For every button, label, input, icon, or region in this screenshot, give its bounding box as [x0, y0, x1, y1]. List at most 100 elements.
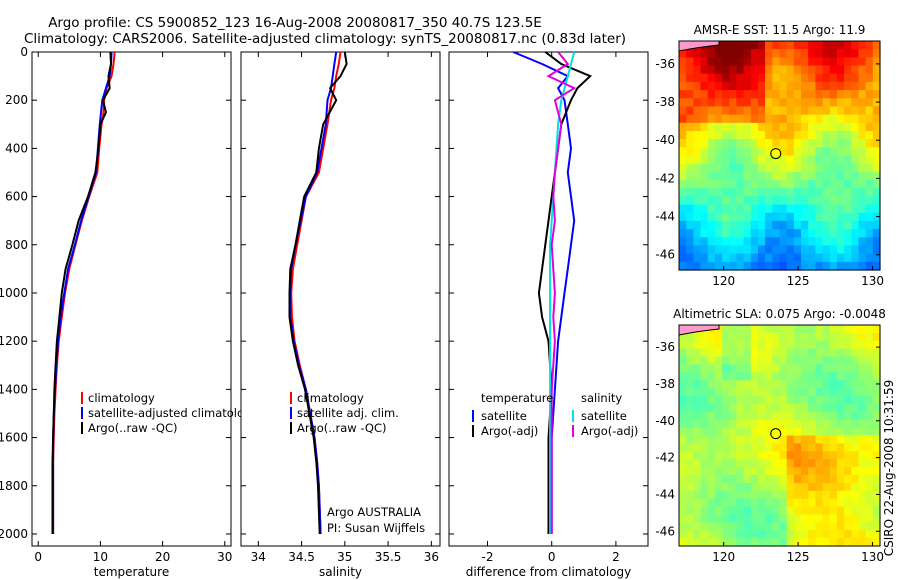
map-cell: [729, 340, 738, 350]
map-cell: [700, 332, 709, 342]
map-cell: [808, 372, 816, 381]
y-tick-label: 200: [5, 93, 28, 107]
map-cell: [858, 163, 867, 173]
map-cell: [714, 122, 723, 132]
map-cell: [865, 427, 874, 437]
series-line-3: [288, 51, 348, 535]
map-cell: [829, 212, 838, 222]
map-cell: [829, 372, 838, 381]
map-cell: [808, 498, 816, 508]
map-cell: [822, 220, 831, 230]
map-cell: [758, 403, 766, 413]
map-cell: [786, 498, 795, 508]
series-line-3: [549, 51, 576, 534]
map-cell: [758, 41, 766, 50]
map-cell: [851, 467, 860, 476]
map-cell: [743, 196, 752, 206]
map-cell: [808, 229, 816, 238]
map-cell: [829, 220, 838, 230]
map-cell: [829, 237, 838, 247]
map-cell: [686, 490, 694, 500]
map-cell: [686, 451, 694, 460]
map-cell: [729, 131, 738, 140]
map-cell: [686, 332, 694, 342]
x-tick-label: 130: [861, 274, 884, 288]
map-cell: [865, 411, 874, 421]
map-cell: [679, 530, 687, 539]
map-cell: [858, 253, 867, 263]
map-cell: [679, 372, 687, 381]
map-cell: [851, 325, 860, 334]
map-cell: [758, 348, 766, 358]
map-cell: [786, 220, 795, 230]
map-cell: [793, 388, 802, 397]
map-cell: [815, 131, 824, 140]
map-cell: [693, 427, 702, 437]
map-cell: [779, 435, 788, 444]
map-cell: [714, 490, 723, 500]
map-cell: [679, 411, 687, 421]
map-cell: [743, 49, 752, 58]
map-cell: [714, 403, 723, 413]
map-cell: [722, 522, 730, 531]
legend-entry: Argo(..raw -QC): [297, 421, 387, 435]
map-cell: [822, 475, 831, 484]
map-cell: [693, 220, 702, 230]
map-cell: [750, 530, 759, 539]
map-cell: [844, 427, 852, 437]
map-cell: [772, 98, 781, 108]
map-cell: [844, 81, 852, 91]
map-cell: [872, 49, 881, 58]
map-cell: [693, 147, 702, 157]
map-cell: [722, 49, 730, 58]
map-cell: [865, 467, 874, 476]
map-cell: [786, 106, 795, 116]
map-cell: [836, 332, 845, 342]
map-cell: [815, 106, 824, 116]
map-cell: [743, 237, 752, 247]
map-cell: [758, 245, 766, 255]
map-cell: [729, 443, 738, 452]
map-cell: [772, 451, 781, 460]
map-cell: [858, 538, 867, 547]
map-cell: [836, 196, 845, 206]
map-cell: [808, 155, 816, 165]
map-cell: [758, 204, 766, 214]
map-cell: [729, 171, 738, 181]
map-cell: [865, 114, 874, 124]
map-cell: [836, 396, 845, 405]
map-cell: [693, 372, 702, 381]
map-cell: [815, 90, 824, 99]
map-cell: [700, 396, 709, 405]
map-cell: [693, 348, 702, 358]
map-cell: [707, 237, 716, 247]
map-cell: [815, 261, 824, 271]
map-cell: [793, 482, 802, 492]
map-cell: [772, 253, 781, 263]
map-cell: [786, 427, 795, 437]
map-cell: [779, 98, 788, 108]
map-cell: [722, 443, 730, 452]
map-cell: [707, 147, 716, 157]
x-tick-label: 30: [217, 550, 232, 564]
map-cell: [844, 49, 852, 58]
map-cell: [801, 163, 809, 173]
y-tick-label: 600: [5, 190, 28, 204]
map-cell: [707, 131, 716, 140]
map-cell: [686, 364, 694, 373]
map-cell: [722, 482, 730, 492]
map-cell: [729, 114, 738, 124]
map-cell: [743, 65, 752, 75]
map-cell: [758, 98, 766, 108]
map-cell: [679, 514, 687, 523]
map-cell: [858, 98, 867, 108]
map-cell: [750, 506, 759, 515]
map-cell: [793, 340, 802, 350]
map-cell: [772, 73, 781, 83]
map-cell: [851, 131, 860, 140]
map-cell: [700, 388, 709, 397]
map-cell: [822, 41, 831, 50]
map-cell: [844, 139, 852, 148]
map-cell: [750, 147, 759, 157]
map-cell: [765, 538, 773, 547]
